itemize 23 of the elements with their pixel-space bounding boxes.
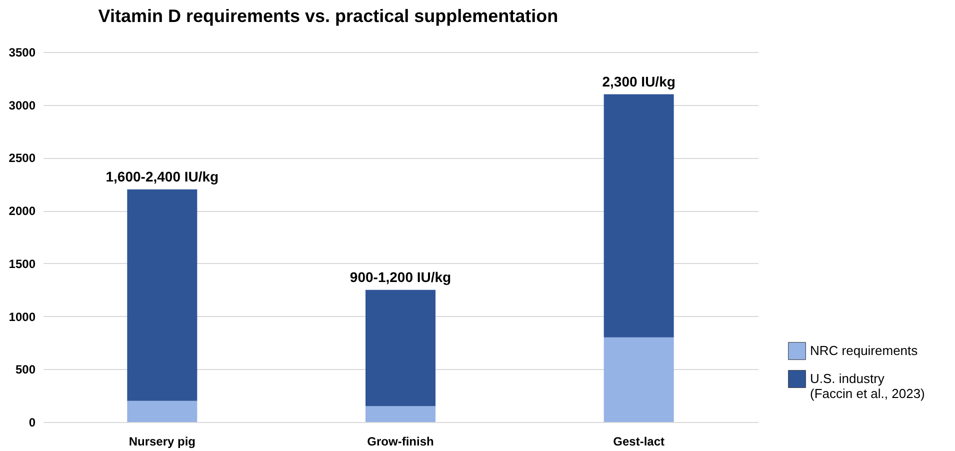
bar <box>127 400 198 422</box>
y-tick-label: 1000 <box>8 310 36 324</box>
y-tick-label: 2000 <box>8 204 36 218</box>
y-tick-label: 1500 <box>8 256 36 271</box>
annotation: 1,600-2,400 IU/kg <box>106 168 219 184</box>
legend-label: U.S. industry (Faccin et al., 2023) <box>810 371 925 401</box>
annotation: 900-1,200 IU/kg <box>350 268 452 285</box>
y-tick-label: 500 <box>15 362 36 377</box>
x-tick-label: Gest-lact <box>613 434 665 448</box>
x-tick-label: Nursery pig <box>128 434 196 448</box>
y-tick-label: 2500 <box>8 151 36 166</box>
chart-title: Vitamin D requirements vs. practical supplementation <box>98 6 558 26</box>
y-tick-label: 3000 <box>8 98 36 112</box>
bar <box>366 406 436 422</box>
x-tick-label: Grow-finish <box>367 434 434 448</box>
y-tick-label: 3500 <box>8 46 36 60</box>
bar <box>604 94 674 338</box>
bar <box>127 189 198 401</box>
bar <box>604 337 674 422</box>
bar <box>366 290 436 406</box>
annotation: 2,300 IU/kg <box>602 73 676 90</box>
y-tick-label: 0 <box>28 416 36 430</box>
legend-label: NRC requirements <box>810 343 918 358</box>
